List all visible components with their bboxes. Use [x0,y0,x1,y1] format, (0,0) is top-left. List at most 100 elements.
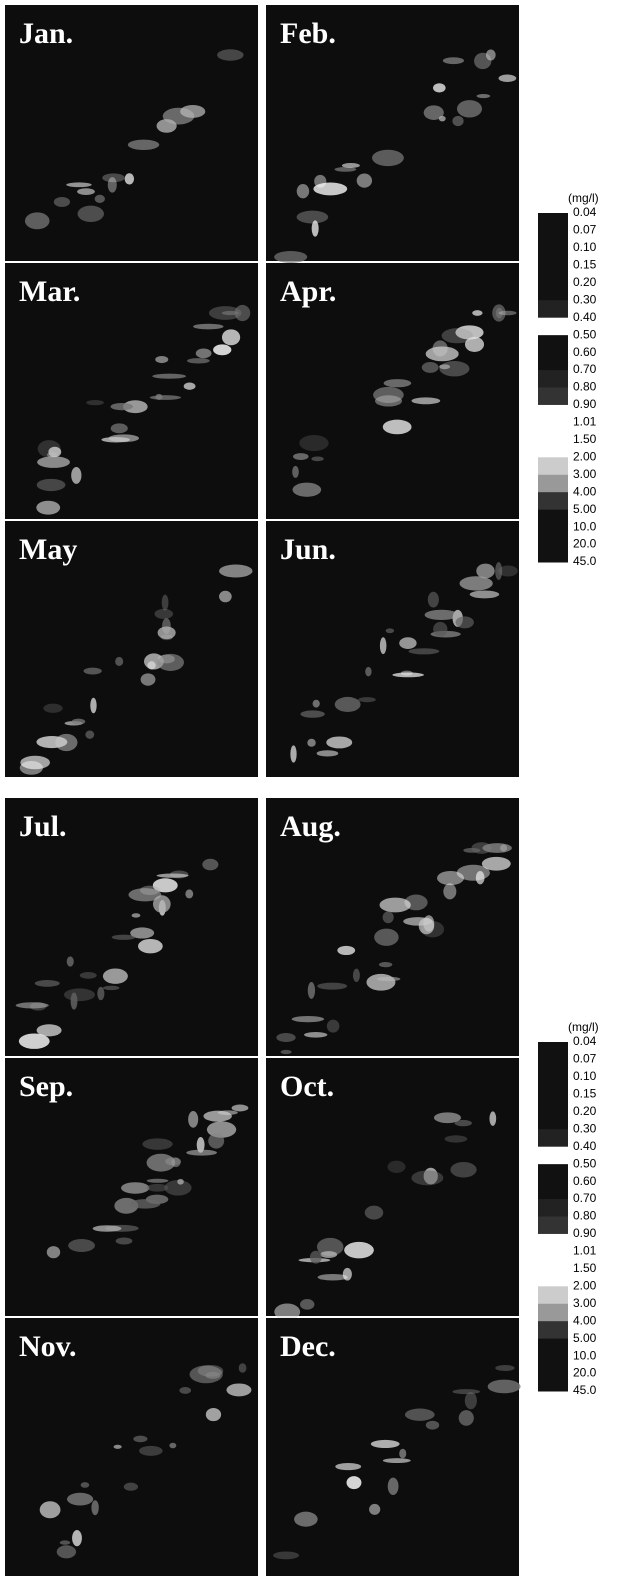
speckle [115,656,124,667]
legend-swatch [538,1356,568,1375]
speckle [63,988,95,1002]
speckle [300,710,325,718]
speckle [369,1503,381,1515]
speckle [110,423,128,434]
speckle [156,873,189,878]
speckle [147,661,156,670]
legend-label: 0.80 [573,1209,597,1223]
speckle [152,878,178,893]
legend-label: 45.0 [573,1383,597,1397]
speckle [444,1135,468,1143]
month-label: Aug. [280,810,341,843]
legend-swatch [538,1042,568,1060]
speckle [485,49,496,61]
speckle [296,210,329,224]
speckle [217,49,244,61]
speckle [375,395,403,407]
speckle [312,699,320,708]
speckle [91,1500,99,1516]
speckle [387,1160,406,1173]
map-panel [5,1318,258,1576]
speckle [335,1462,362,1471]
speckle [155,355,169,364]
speckle [352,968,360,982]
legend-label: 0.30 [573,292,597,306]
speckle [476,93,491,99]
speckle [458,1410,474,1426]
speckle [71,718,86,725]
speckle [476,563,495,579]
speckle [307,982,316,999]
speckle [217,1110,238,1115]
legend-swatch [538,509,568,528]
speckle [156,119,177,133]
speckle [90,697,97,714]
speckle [316,1237,344,1256]
legend-swatch [538,352,568,371]
legend-label: 0.30 [573,1121,597,1135]
speckle [80,1482,90,1488]
speckle [317,982,348,990]
speckle [46,452,58,458]
speckle [139,1445,163,1456]
speckle [475,870,485,885]
speckle [296,184,310,199]
legend-swatch [538,1233,568,1252]
speckle [274,251,308,263]
speckle [472,310,483,316]
speckle [382,1458,411,1464]
month-label: Apr. [280,275,336,308]
speckle [299,434,329,452]
speckle [140,673,156,686]
legend-swatch [538,527,568,546]
legend-swatch [538,213,568,231]
speckle [185,889,194,899]
legend-swatch [538,247,568,266]
legend-label: 0.90 [573,1226,597,1240]
speckle [433,1112,461,1124]
legend-label: 3.00 [573,467,597,481]
legend-swatch [538,422,568,441]
speckle [334,696,361,712]
speckle [187,358,210,364]
speckle [77,188,95,195]
speckle [442,57,465,65]
legend-swatch [538,1251,568,1270]
speckle [169,1442,177,1449]
speckle [337,945,356,956]
speckle [77,205,104,222]
speckle [399,1448,407,1459]
speckle [498,74,517,82]
speckle [102,985,120,991]
speckle [102,173,125,183]
legend-label: 10.0 [573,1348,597,1362]
legend-swatch [538,1321,568,1340]
legend-swatch [538,1059,568,1078]
speckle [127,139,160,150]
speckle [456,864,490,881]
month-label: Oct. [280,1070,334,1103]
speckle [140,885,160,895]
speckle [157,653,184,671]
speckle [411,397,441,405]
speckle [219,590,232,603]
speckle [280,1049,292,1055]
month-label: Sep. [19,1070,73,1103]
speckle [378,962,393,968]
map-panel [5,521,258,777]
speckle [121,1182,150,1194]
speckle [213,344,232,356]
legend-swatch [538,1286,568,1305]
legend-swatch [538,1129,568,1148]
legend-label: 0.04 [573,205,597,219]
speckle [379,637,387,655]
speckle [320,1251,338,1258]
speckle [196,1137,205,1153]
speckle [392,672,424,678]
speckle [481,856,511,871]
legend-label: 0.15 [573,1087,597,1101]
speckle [421,361,439,373]
speckle [43,703,63,713]
speckle [498,565,518,577]
speckle [425,346,459,362]
